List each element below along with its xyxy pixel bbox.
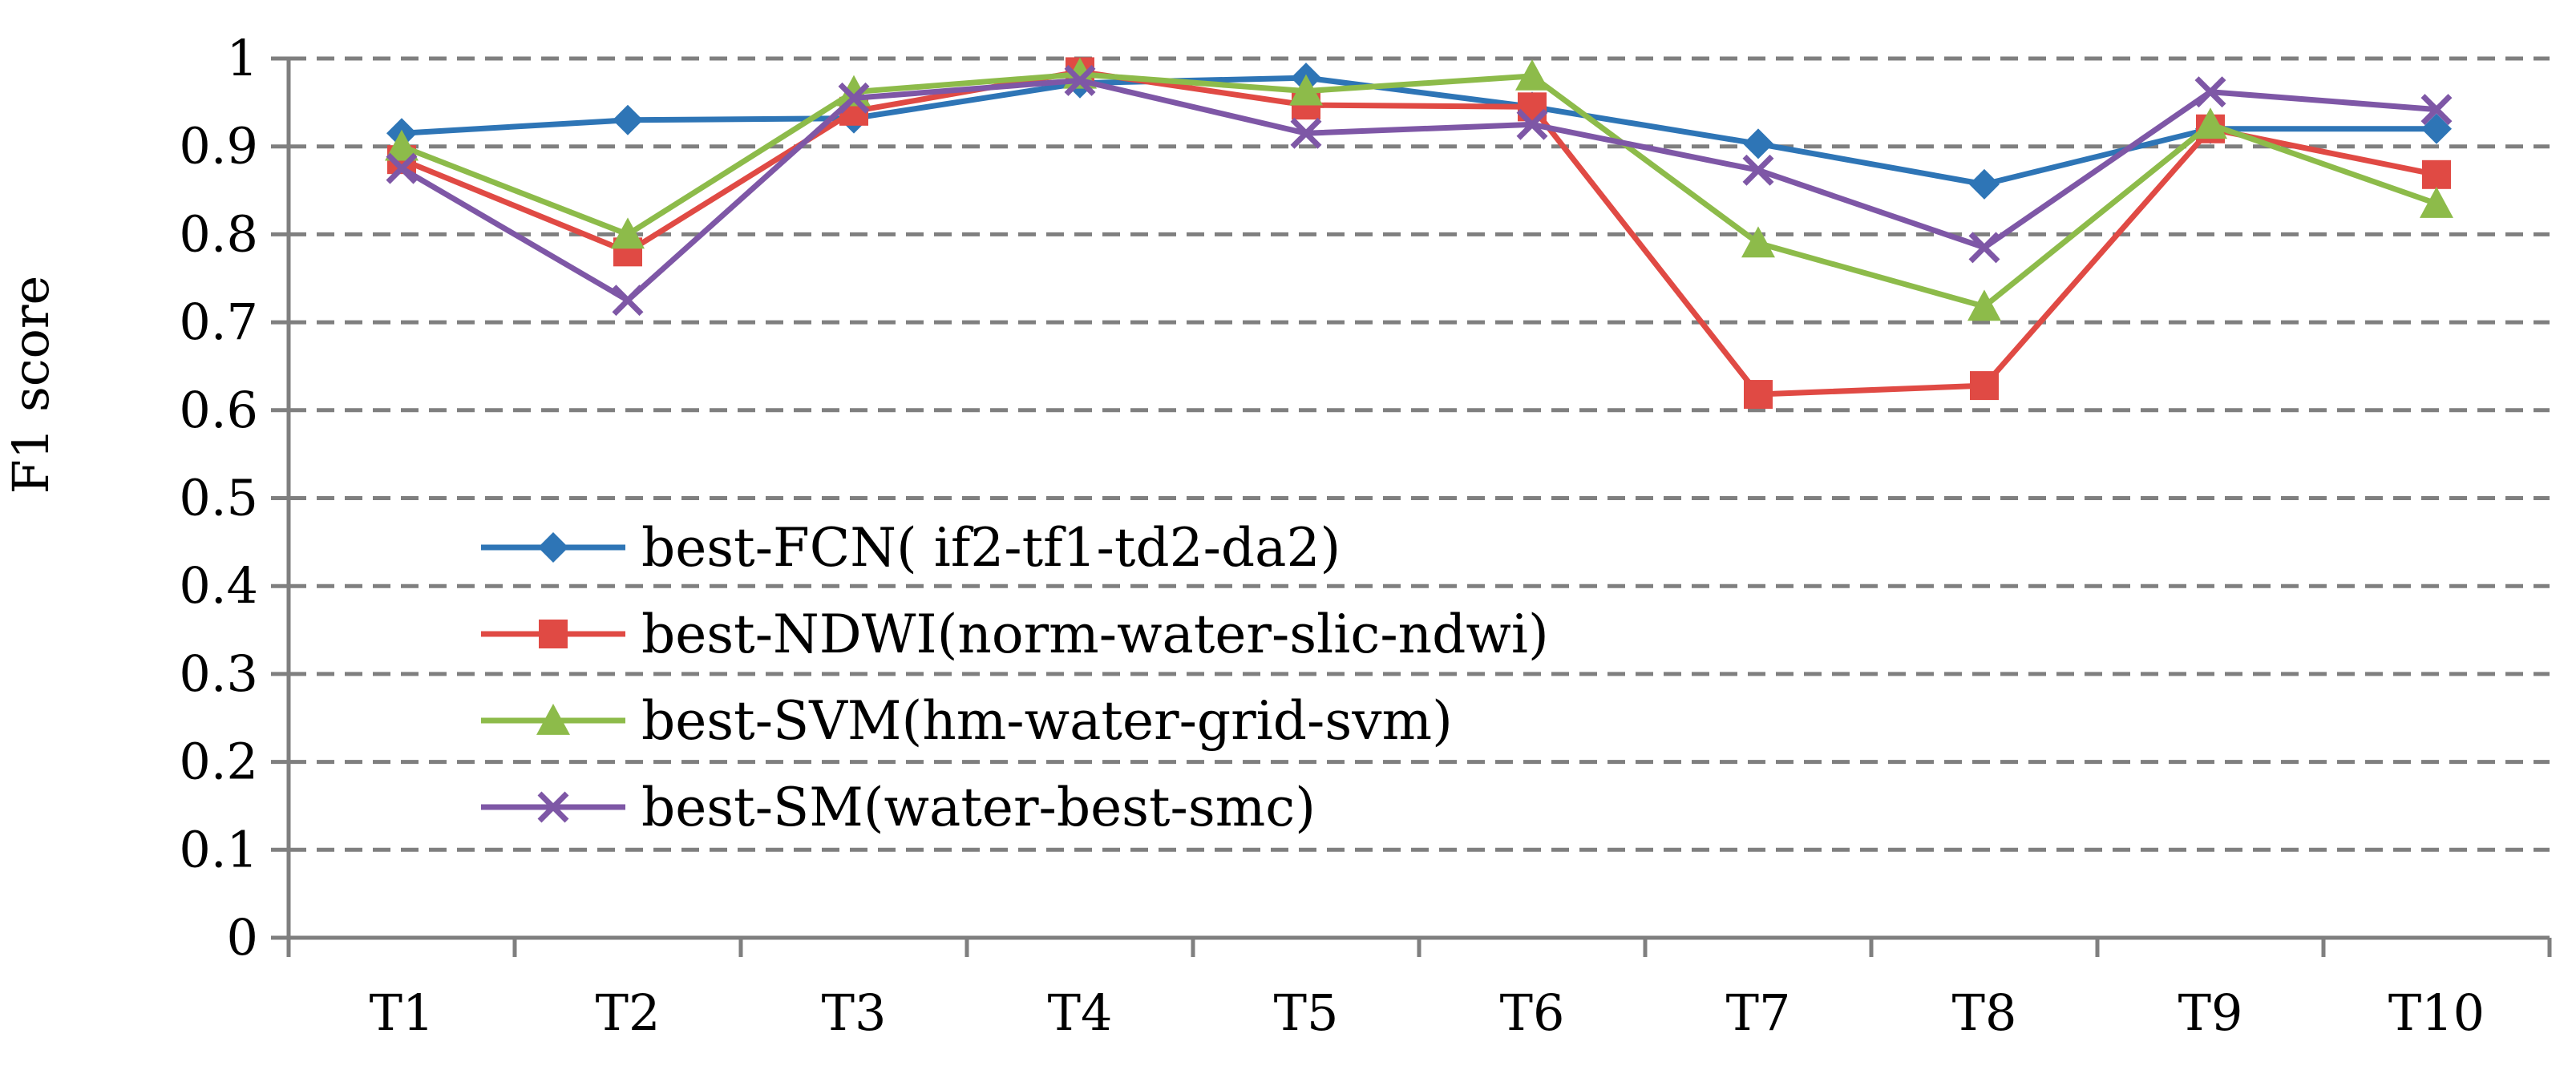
series-line — [400, 77, 2437, 304]
legend-entry: best-NDWI(norm-water-slic-ndwi) — [481, 604, 1549, 665]
y-tick-label: 0 — [227, 908, 258, 967]
series-line — [400, 68, 2437, 398]
y-axis-label: F1 score — [2, 276, 60, 494]
legend-marker — [539, 620, 568, 648]
legend-entry: best-FCN( if2-tf1-td2-da2) — [481, 517, 1341, 579]
data-point — [611, 217, 645, 249]
data-point — [1515, 59, 1549, 91]
gridlines — [289, 56, 2550, 852]
data-point — [1289, 74, 1323, 106]
legend-marker — [537, 791, 569, 823]
data-point — [1970, 371, 1999, 401]
data-point — [1742, 154, 1774, 186]
y-tick-label: 1 — [227, 29, 258, 87]
y-tick-label: 0.7 — [179, 293, 258, 351]
data-point — [1743, 128, 1773, 159]
data-point — [2421, 113, 2452, 144]
data-point — [1744, 380, 1773, 410]
x-tick-label: T6 — [1500, 983, 1565, 1042]
data-point — [1969, 168, 2000, 200]
legend-entry: best-SM(water-best-smc) — [481, 777, 1316, 838]
y-tick-label: 0.4 — [179, 556, 258, 615]
data-point — [838, 82, 870, 114]
y-tick-label: 0.3 — [179, 644, 258, 703]
x-tick-label: T5 — [1274, 983, 1339, 1042]
data-point — [2422, 159, 2451, 189]
x-tick-label: T3 — [822, 983, 887, 1042]
legend-label: best-NDWI(norm-water-slic-ndwi) — [641, 604, 1549, 665]
legend: best-FCN( if2-tf1-td2-da2) best-NDWI(norm… — [481, 517, 1549, 838]
data-point — [386, 152, 418, 184]
data-point — [1290, 117, 1322, 149]
y-tick-label: 0.6 — [179, 381, 258, 439]
data-point — [613, 104, 643, 135]
x-axis-ticks: T1 T2 T3 T4 T5 T6 T7 T8 T9 T10 — [286, 938, 2552, 1042]
data-point — [2420, 187, 2453, 218]
legend-entry: best-SVM(hm-water-grid-svm) — [481, 690, 1453, 752]
y-tick-label: 0.1 — [179, 820, 258, 878]
legend-label: best-SVM(hm-water-grid-svm) — [641, 690, 1453, 752]
legend-marker — [536, 704, 570, 735]
data-point — [2194, 76, 2226, 108]
data-point — [2420, 94, 2453, 126]
data-point — [1516, 108, 1548, 140]
data-point — [1967, 289, 2001, 321]
legend-label: best-FCN( if2-tf1-td2-da2) — [641, 517, 1341, 579]
y-tick-label: 0.9 — [179, 117, 258, 176]
data-point — [385, 129, 419, 161]
data-point — [1968, 232, 2000, 264]
data-point — [2194, 107, 2227, 139]
series-line — [400, 71, 2438, 309]
data-point — [1064, 64, 1096, 96]
x-tick-label: T10 — [2388, 983, 2485, 1042]
legend-label: best-SM(water-best-smc) — [641, 777, 1316, 838]
x-tick-label: T9 — [2178, 983, 2243, 1042]
series-4 — [386, 64, 2453, 317]
x-tick-label: T8 — [1952, 983, 2017, 1042]
x-tick-label: T2 — [596, 983, 661, 1042]
y-tick-label: 0.5 — [179, 469, 258, 527]
data-point — [612, 285, 644, 317]
series-3 — [385, 57, 2453, 321]
y-tick-label: 0.8 — [179, 204, 258, 263]
y-axis-ticks: 0 0.1 0.2 0.3 0.4 0.5 0.6 0.7 0.8 0.9 1 — [179, 29, 289, 967]
data-point — [1741, 226, 1775, 258]
x-tick-label: T4 — [1048, 983, 1113, 1042]
legend-marker — [538, 532, 568, 563]
x-tick-label: T7 — [1726, 983, 1791, 1042]
x-tick-label: T1 — [370, 983, 435, 1042]
series-group — [385, 57, 2453, 410]
series-line — [401, 75, 2436, 188]
y-tick-label: 0.2 — [179, 733, 258, 791]
